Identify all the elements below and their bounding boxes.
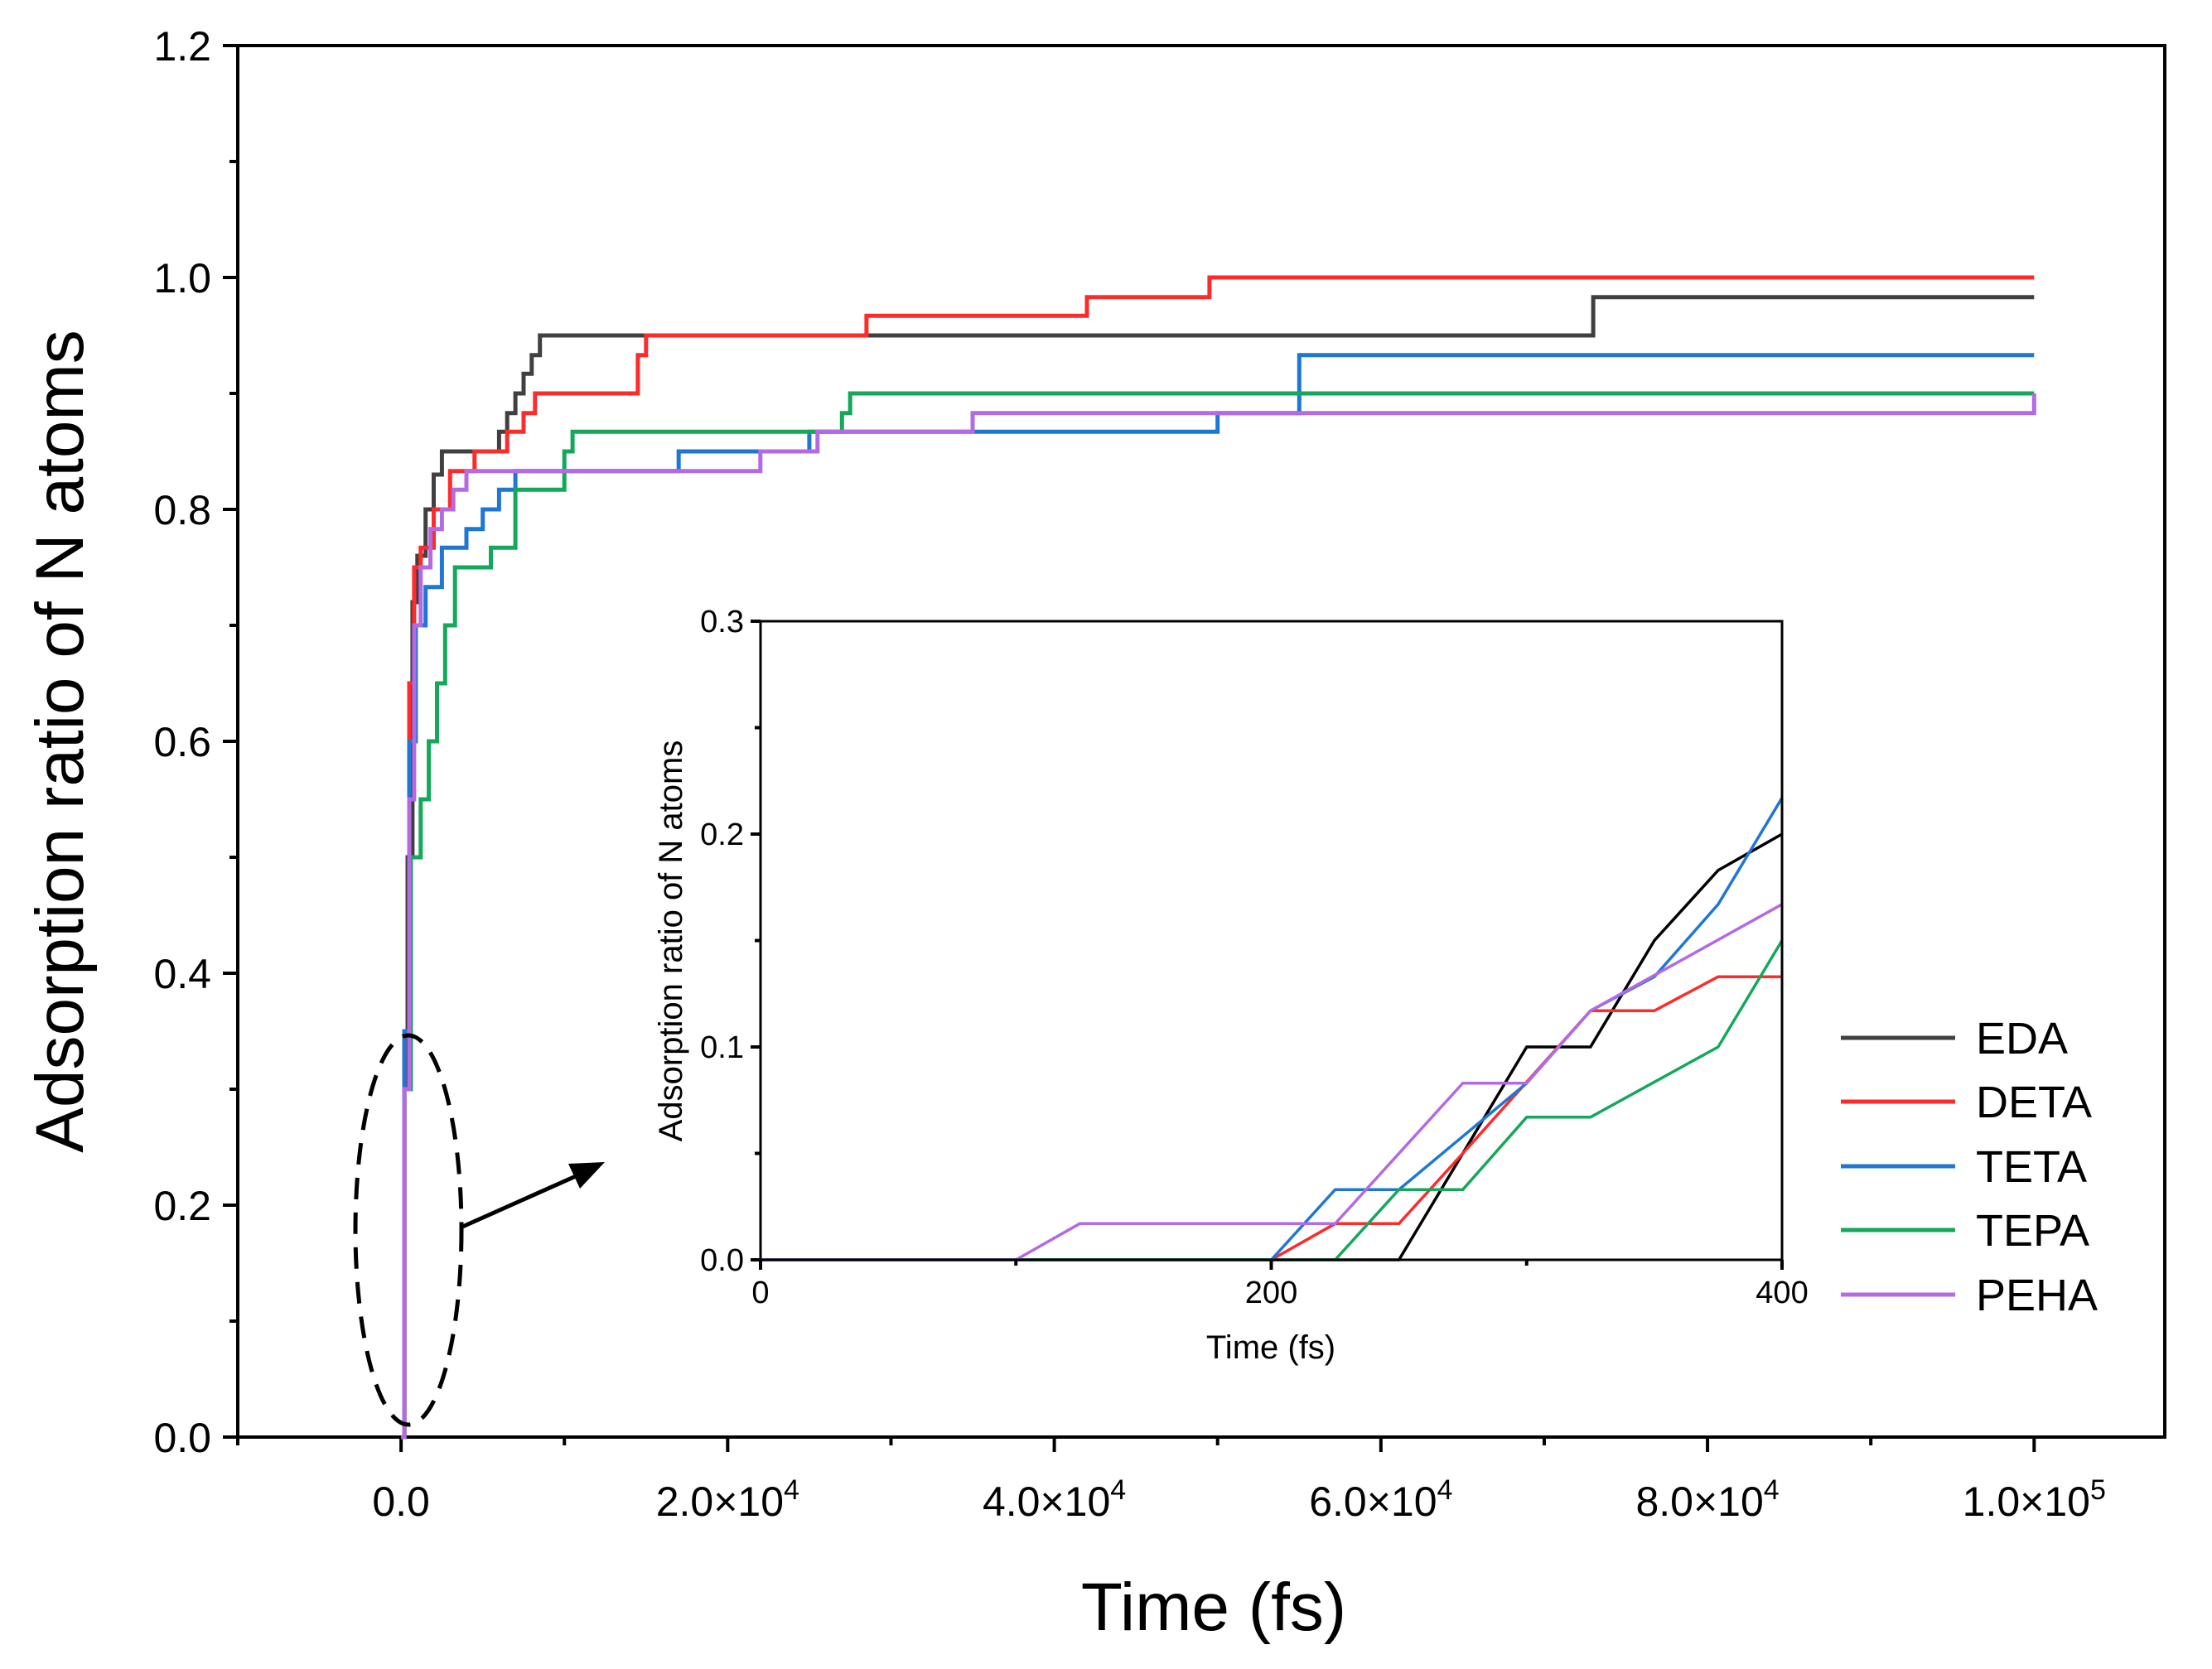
main-x-axis-title: Time (fs) [1081, 1570, 1346, 1645]
inset-background [761, 621, 1782, 1260]
main-x-tick-label: 4.0×104 [983, 1474, 1126, 1525]
inset-x-tick-label: 200 [1245, 1276, 1297, 1310]
legend: EDA DETA TETA TEPA PEHA [1841, 1014, 2098, 1320]
main-x-tick-label: 2.0×104 [656, 1474, 799, 1525]
zoom-arrow-head [568, 1162, 605, 1189]
legend-label-tepa: TEPA [1976, 1206, 2089, 1256]
main-y-tick-label: 0.2 [153, 1183, 211, 1229]
main-y-tick-label: 0.8 [153, 487, 211, 533]
inset-x-tick-label: 0 [751, 1276, 769, 1310]
inset-ticks: 0.0 0.1 0.2 0.3 0 200 400 [700, 605, 1809, 1310]
main-y-tick-label: 0.4 [153, 951, 211, 997]
main-y-axis-title: Adsorption ratio of N atoms [22, 330, 98, 1153]
legend-label-deta: DETA [1976, 1078, 2092, 1127]
inset-x-axis-title: Time (fs) [1206, 1329, 1335, 1366]
main-x-tick-label: 1.0×105 [1963, 1474, 2106, 1525]
zoom-region-ellipse [353, 1033, 464, 1427]
main-x-tick-label: 8.0×104 [1635, 1474, 1779, 1525]
main-x-tick-label: 0.0 [372, 1478, 430, 1525]
main-y-tick-label: 0.6 [153, 719, 211, 765]
legend-label-teta: TETA [1976, 1142, 2087, 1192]
legend-label-peha: PEHA [1976, 1271, 2098, 1320]
main-series [401, 275, 2036, 1440]
main-series-tepa [401, 391, 2035, 1440]
main-y-tick-label: 0.0 [153, 1415, 211, 1461]
main-y-tick-label: 1.2 [153, 23, 211, 70]
main-series-peha [401, 393, 2036, 1440]
main-x-tick-label: 6.0×104 [1309, 1474, 1452, 1525]
inset-series-deta [761, 975, 1782, 1261]
inset-y-tick-label: 0.1 [700, 1030, 744, 1065]
zoom-arrow-line [459, 1174, 577, 1230]
inset-series-tepa [761, 939, 1784, 1261]
inset-y-tick-label: 0.0 [700, 1243, 744, 1278]
inset-y-axis-title: Adsorption ratio of N atoms [653, 740, 689, 1142]
inset-series-peha [761, 903, 1783, 1261]
legend-label-eda: EDA [1976, 1014, 2068, 1064]
inset-series [761, 797, 1784, 1261]
inset-y-tick-label: 0.3 [700, 605, 744, 639]
main-y-tick-label: 1.0 [153, 255, 211, 301]
inset-x-tick-label: 400 [1756, 1276, 1808, 1310]
main-ticks: 0.0 0.2 0.4 0.6 0.8 1.0 1.2 0.0 2.0×104 4.0×104 6.… [153, 23, 2105, 1525]
inset-y-tick-label: 0.2 [700, 818, 744, 852]
